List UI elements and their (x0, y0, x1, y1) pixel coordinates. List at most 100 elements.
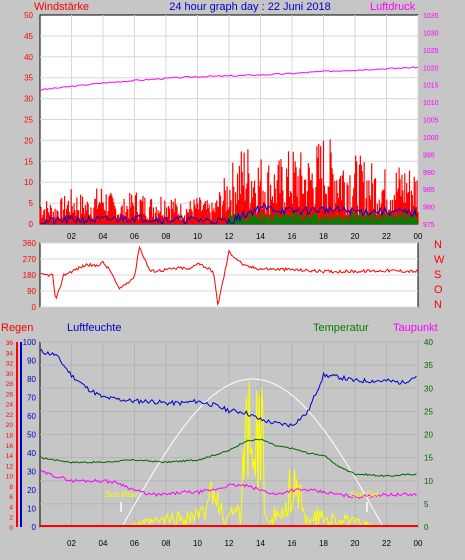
direction-tick-label: 90 (27, 287, 36, 296)
rain-tick-label: 10 (6, 474, 14, 481)
direction-tick-label: 180 (23, 271, 37, 280)
top-right-tick-label: 1015 (423, 83, 439, 90)
bottom-x-tick-label: 08 (162, 539, 171, 548)
temperature-line (39, 438, 417, 478)
direction-tick-label: 360 (23, 239, 37, 248)
rain-tick-label: 14 (6, 453, 14, 460)
bottom-x-tick-label: 00 (414, 539, 423, 548)
top-right-tick-label: 1005 (423, 118, 439, 125)
bottom-x-ticks: 02 04 06 08 10 12 14 16 18 20 22 00 (67, 539, 423, 548)
bottom-x-tick-label: 22 (382, 539, 391, 548)
bottom-x-tick-label: 12 (225, 539, 234, 548)
direction-left-ticks: 0 90 180 270 360 (23, 239, 37, 312)
bottom-x-tick-label: 14 (256, 539, 265, 548)
top-left-tick-label: 0 (29, 220, 34, 229)
bottom-x-tick-label: 20 (351, 539, 360, 548)
temperature-tick-label: 35 (424, 361, 433, 370)
rain-tick-label: 30 (6, 371, 14, 378)
rain-tick-label: 20 (6, 422, 14, 429)
bottom-label-dewpoint: Taupunkt (393, 322, 438, 334)
bottom-x-tick-label: 02 (67, 539, 76, 548)
humidity-tick-label: 50 (27, 431, 36, 440)
direction-line (39, 245, 419, 307)
top-right-tick-label: 1020 (423, 65, 439, 72)
rain-tick-label: 16 (6, 443, 14, 450)
bottom-lines (39, 349, 418, 527)
direction-tick-label: 0 (32, 303, 37, 312)
rain-tick-label: 26 (6, 391, 14, 398)
temperature-tick-label: 30 (424, 384, 433, 393)
bottom-sun-curves (121, 378, 384, 529)
top-left-tick-label: 10 (24, 178, 33, 187)
bottom-label-rain: Regen (1, 322, 33, 334)
top-left-tick-label: 20 (24, 136, 33, 145)
top-x-tick-label: 08 (162, 232, 171, 241)
temperature-tick-label: 0 (424, 523, 429, 532)
rain-tick-label: 2 (9, 515, 13, 522)
direction-tick-label: 270 (23, 255, 37, 264)
top-x-tick-label: 20 (351, 232, 360, 241)
top-x-tick-label: 14 (256, 232, 265, 241)
direction-compass-label: S (434, 269, 441, 281)
top-x-tick-label: 02 (67, 232, 76, 241)
top-x-tick-label: 10 (193, 232, 202, 241)
rain-tick-label: 12 (6, 463, 14, 470)
top-x-tick-label: 22 (382, 232, 391, 241)
top-right-tick-label: 985 (423, 187, 435, 194)
rain-tick-label: 4 (9, 504, 13, 511)
humidity-tick-label: 70 (27, 394, 36, 403)
humidity-tick-label: 90 (27, 357, 36, 366)
top-right-tick-label: 1025 (423, 48, 439, 55)
top-right-tick-label: 990 (423, 170, 435, 177)
humidity-ticks: 0 10 20 30 40 50 60 70 80 90 100 (23, 338, 37, 532)
bottom-x-tick-label: 16 (288, 539, 297, 548)
top-left-tick-label: 30 (24, 95, 33, 104)
rain-tick-label: 0 (9, 525, 13, 532)
sun-rise-label: Sun Rise (105, 490, 138, 499)
rain-tick-label: 32 (6, 361, 14, 368)
sun-set-label: Sun Set (350, 490, 379, 499)
top-left-tick-label: 35 (24, 74, 33, 83)
bottom-x-tick-label: 06 (130, 539, 139, 548)
sun-elevation-curve (121, 378, 384, 528)
humidity-tick-label: 100 (23, 338, 37, 347)
top-x-tick-label: 18 (319, 232, 328, 241)
mean-wind-line (39, 203, 417, 226)
rain-tick-label: 22 (6, 412, 14, 419)
temperature-tick-label: 5 (424, 500, 429, 509)
top-left-tick-label: 5 (29, 199, 34, 208)
top-x-ticks: 02 04 06 08 10 12 14 16 18 20 22 00 (67, 232, 423, 241)
bottom-label-humidity: Luftfeuchte (67, 322, 121, 334)
rain-tick-label: 36 (6, 340, 14, 347)
direction-compass-label: N (434, 299, 442, 311)
wind-direction-line (39, 245, 419, 307)
humidity-line (39, 349, 417, 428)
rain-tick-label: 18 (6, 433, 14, 440)
top-right-tick-label: 980 (423, 205, 435, 212)
top-left-tick-label: 25 (24, 116, 33, 125)
top-x-tick-label: 00 (414, 232, 423, 241)
humidity-tick-label: 10 (27, 505, 36, 514)
top-right-tick-label: 1030 (423, 30, 439, 37)
rain-tick-label: 8 (9, 484, 13, 491)
humidity-tick-label: 0 (32, 523, 37, 532)
top-left-tick-label: 40 (24, 53, 33, 62)
top-right-tick-label: 975 (423, 222, 435, 229)
top-x-tick-label: 12 (225, 232, 234, 241)
top-x-tick-label: 04 (99, 232, 108, 241)
humidity-tick-label: 60 (27, 412, 36, 421)
top-right-tick-label: 1010 (423, 100, 439, 107)
top-right-tick-label: 1000 (423, 135, 439, 142)
dewpoint-line (39, 469, 417, 499)
sun-radiation-line (121, 381, 383, 529)
humidity-tick-label: 80 (27, 375, 36, 384)
top-x-tick-label: 06 (130, 232, 139, 241)
direction-compass-label: O (434, 284, 443, 296)
humidity-tick-label: 20 (27, 486, 36, 495)
top-x-tick-label: 16 (288, 232, 297, 241)
top-right-axis-label: Luftdruck (370, 1, 416, 13)
top-left-axis-label: Windstärke (34, 1, 89, 13)
temperature-ticks: 0 5 10 15 20 25 30 35 40 (424, 338, 433, 532)
